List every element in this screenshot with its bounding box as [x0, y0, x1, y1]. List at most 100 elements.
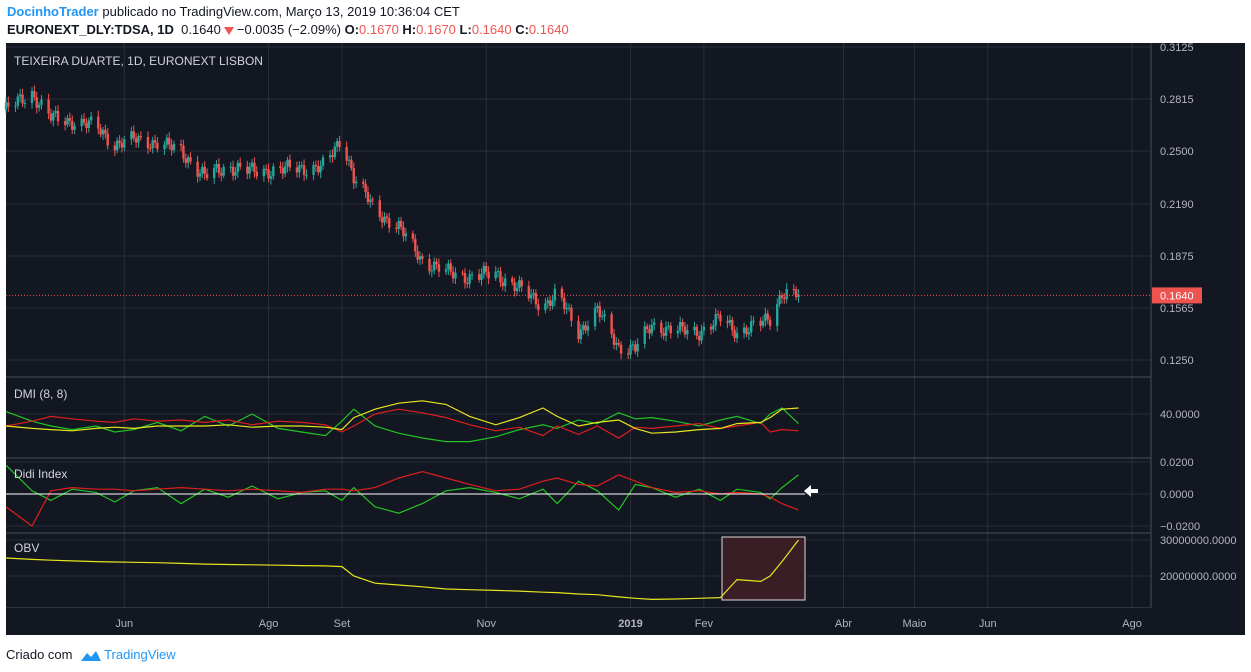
high-label: H:: [402, 22, 417, 37]
candle-body: [333, 146, 337, 158]
time-tick-label: Jun: [115, 618, 133, 630]
candle-body: [695, 326, 698, 336]
candle-body: [378, 200, 381, 218]
candle-body: [766, 313, 769, 320]
candle-body: [371, 199, 374, 201]
time-tick-label: Nov: [476, 618, 496, 630]
candle-body: [496, 271, 500, 273]
candle-body: [170, 144, 173, 151]
candle-body: [482, 265, 486, 275]
candle-body: [451, 271, 455, 279]
candle-body: [586, 326, 590, 331]
candle-body: [567, 307, 571, 309]
candle-body: [768, 319, 772, 326]
candle-body: [7, 102, 10, 107]
candle-body: [179, 143, 183, 146]
candle-body: [399, 220, 403, 227]
candle-body: [437, 264, 441, 272]
price-axis-background: [1151, 43, 1245, 635]
candle-body: [312, 164, 315, 175]
indicator-tick-label: 30000000.0000: [1160, 535, 1236, 547]
footer: Criado com TradingView: [6, 647, 176, 663]
candle-body: [123, 139, 126, 148]
candle-body: [697, 335, 701, 341]
candle-body: [139, 136, 143, 138]
candle-body: [477, 274, 481, 280]
candle-body: [485, 265, 488, 272]
candle-body: [222, 166, 225, 176]
candle-body: [172, 143, 176, 151]
candle-body: [662, 332, 665, 336]
candle-body: [388, 218, 391, 228]
candle-body: [33, 91, 36, 98]
candle-body: [380, 217, 384, 223]
last-price-label: 0.1640: [1160, 290, 1194, 302]
candle-body: [366, 192, 370, 203]
candle-body: [369, 199, 372, 203]
candle-body: [4, 102, 8, 110]
candle-body: [163, 144, 166, 150]
didi-lines: [5, 464, 799, 527]
candle-body: [23, 103, 27, 105]
author-link[interactable]: DocinhoTrader: [7, 4, 99, 19]
candle-body: [702, 326, 706, 331]
candle-body: [534, 293, 538, 305]
candle-body: [513, 282, 516, 291]
candle-body: [395, 227, 398, 229]
candle-body: [118, 140, 121, 144]
candle-body: [295, 167, 299, 173]
candle-body: [239, 162, 242, 167]
tradingview-link[interactable]: TradingView: [104, 647, 176, 662]
candle-body: [220, 173, 223, 176]
candle-body: [463, 273, 467, 283]
candle-body: [551, 300, 554, 306]
candle-body: [383, 216, 386, 223]
obv-pane-title: OBV: [14, 541, 39, 555]
candle-body: [747, 332, 751, 335]
price-tick-label: 0.2500: [1160, 146, 1194, 158]
candle-body: [648, 329, 651, 334]
price-tick-label: 0.1250: [1160, 355, 1194, 367]
published-text: publicado no TradingView.com, Março 13, …: [102, 4, 460, 19]
candle-body: [47, 99, 50, 114]
candle-body: [73, 126, 76, 130]
candle-body: [733, 330, 736, 339]
candle-body: [449, 263, 452, 272]
time-axis-background: [6, 608, 1245, 635]
candle-body: [68, 118, 72, 121]
candle-body: [18, 94, 22, 97]
price-tick-label: 0.2815: [1160, 94, 1194, 106]
indicator-tick-label: 0.0200: [1160, 457, 1194, 469]
candle-body: [752, 320, 755, 322]
candle-body: [735, 332, 739, 339]
candle-body: [600, 316, 604, 318]
indicator-axis-ticks: 40.0000 0.0200 0.0000 −0.0200 30000000.0000 2…: [1160, 409, 1236, 583]
candle-body: [37, 104, 41, 108]
candle-body: [716, 314, 720, 316]
candle-body: [229, 166, 232, 168]
candle-body: [669, 325, 672, 334]
high-value: 0.1670: [416, 22, 456, 37]
candle-body: [631, 344, 635, 346]
candle-body: [612, 333, 616, 345]
candle-body: [745, 327, 748, 335]
candle-body: [156, 142, 159, 150]
candle-body: [667, 325, 670, 327]
candle-body: [626, 353, 630, 355]
left-arrow-icon: [804, 485, 818, 497]
candle-body: [40, 99, 43, 105]
candle-body: [168, 137, 171, 145]
candle-body: [331, 155, 334, 158]
candle-body: [151, 140, 154, 149]
candle-body: [693, 326, 696, 331]
candle-body: [411, 233, 415, 239]
symbol-line: EURONEXT_DLY:TDSA, 1D 0.1640 −0.0035 (−2.…: [7, 22, 569, 37]
candle-body: [579, 329, 583, 340]
candle-body: [99, 128, 102, 135]
candle-body: [246, 166, 249, 174]
candle-body: [548, 300, 552, 306]
grid-lines: [6, 43, 1151, 608]
candle-body: [444, 269, 448, 272]
candle-body: [676, 330, 680, 334]
